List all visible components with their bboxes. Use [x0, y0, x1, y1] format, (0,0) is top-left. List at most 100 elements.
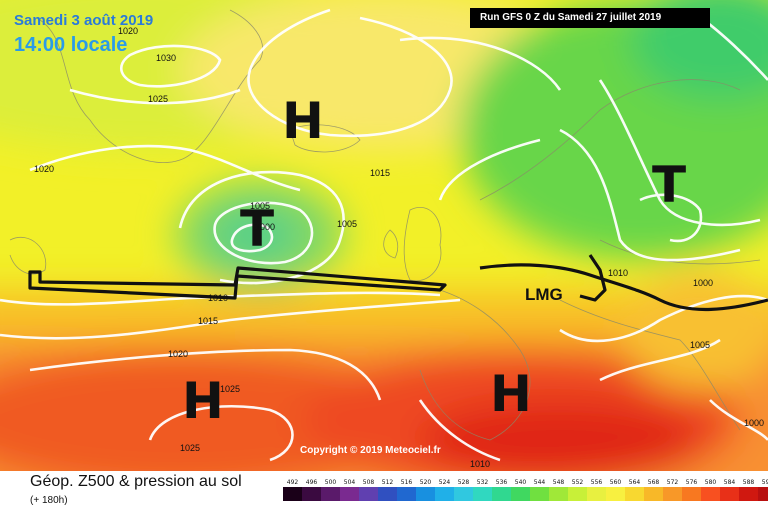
scale-swatch [397, 487, 416, 501]
scale-swatch [549, 487, 568, 501]
scale-cell: 576 [682, 479, 701, 501]
copyright-text: Copyright © 2019 Meteociel.fr [300, 445, 441, 456]
scale-cell: 512 [378, 479, 397, 501]
front-annotation-label: LMG [525, 285, 563, 304]
scale-cell: 584 [720, 479, 739, 501]
scale-value-label: 592 [761, 479, 768, 486]
scale-swatch [644, 487, 663, 501]
scale-cell: 560 [606, 479, 625, 501]
high-pressure-label: H [282, 92, 324, 150]
isobar-label: 1020 [168, 349, 189, 359]
isobar-label: 1020 [34, 164, 55, 174]
scale-cell: 524 [435, 479, 454, 501]
forecast-lead-time: (+ 180h) [30, 495, 68, 506]
scale-swatch [720, 487, 739, 501]
map-title: Géop. Z500 & pression au sol [30, 473, 242, 490]
high-pressure-label: H [490, 365, 532, 423]
scale-cell: 580 [701, 479, 720, 501]
isobar-label: 1010 [470, 459, 491, 469]
isobar-label: 1010 [208, 293, 229, 303]
scale-swatch [663, 487, 682, 501]
scale-swatch [758, 487, 768, 501]
scale-swatch [454, 487, 473, 501]
scale-swatch [359, 487, 378, 501]
scale-value-label: 500 [324, 479, 337, 486]
forecast-local-time: 14:00 locale [14, 34, 128, 56]
scale-swatch [530, 487, 549, 501]
scale-cell: 572 [663, 479, 682, 501]
scale-cell: 516 [397, 479, 416, 501]
scale-swatch [606, 487, 625, 501]
low-pressure-label: T [652, 156, 687, 214]
scale-cell: 508 [359, 479, 378, 501]
scale-swatch [739, 487, 758, 501]
scale-value-label: 556 [590, 479, 603, 486]
scale-value-label: 504 [343, 479, 356, 486]
scale-cell: 588 [739, 479, 758, 501]
scale-value-label: 544 [533, 479, 546, 486]
scale-swatch [378, 487, 397, 501]
scale-swatch [682, 487, 701, 501]
isobar-label: 1010 [608, 268, 629, 278]
isobar-label: 1025 [148, 94, 169, 104]
scale-cell: 544 [530, 479, 549, 501]
scale-cell: 528 [454, 479, 473, 501]
scale-cell: 540 [511, 479, 530, 501]
scale-cell: 492 [283, 479, 302, 501]
scale-value-label: 560 [609, 479, 622, 486]
scale-swatch [416, 487, 435, 501]
scale-swatch [473, 487, 492, 501]
scale-cell: 520 [416, 479, 435, 501]
scale-value-label: 528 [457, 479, 470, 486]
scale-value-label: 540 [514, 479, 527, 486]
scale-cell: 556 [587, 479, 606, 501]
scale-value-label: 524 [438, 479, 451, 486]
scale-value-label: 564 [628, 479, 641, 486]
scale-cell: 548 [549, 479, 568, 501]
scale-value-label: 552 [571, 479, 584, 486]
isobar-label: 1005 [337, 219, 358, 229]
scale-cell: 564 [625, 479, 644, 501]
scale-value-label: 508 [362, 479, 375, 486]
scale-cell: 532 [473, 479, 492, 501]
forecast-date: Samedi 3 août 2019 [14, 12, 154, 29]
low-pressure-label: T [240, 200, 275, 258]
isobar-label: 1005 [690, 340, 711, 350]
scale-cell: 500 [321, 479, 340, 501]
scale-swatch [321, 487, 340, 501]
scale-value-label: 516 [400, 479, 413, 486]
isobar-label: 1020 [118, 26, 139, 36]
scale-value-label: 496 [305, 479, 318, 486]
scale-swatch [340, 487, 359, 501]
isobar-label: 1015 [198, 316, 219, 326]
scale-value-label: 532 [476, 479, 489, 486]
scale-swatch [701, 487, 720, 501]
isobar-label: 1005 [250, 201, 271, 211]
scale-value-label: 572 [666, 479, 679, 486]
scale-swatch [511, 487, 530, 501]
scale-value-label: 568 [647, 479, 660, 486]
scale-value-label: 492 [286, 479, 299, 486]
isobar-label: 1025 [180, 443, 201, 453]
isobar-label: 1030 [156, 53, 177, 63]
scale-swatch [435, 487, 454, 501]
scale-cell: 536 [492, 479, 511, 501]
scale-value-label: 520 [419, 479, 432, 486]
scale-swatch [587, 487, 606, 501]
scale-cell: 592 [758, 479, 768, 501]
isobar-label: 1000 [255, 222, 276, 232]
model-run-info: Run GFS 0 Z du Samedi 27 juillet 2019 [470, 8, 710, 28]
scale-cell: 504 [340, 479, 359, 501]
isobar-label: 1015 [370, 168, 391, 178]
forecast-map [0, 0, 768, 471]
scale-value-label: 548 [552, 479, 565, 486]
scale-swatch [492, 487, 511, 501]
isobar-label: 1025 [220, 384, 241, 394]
scale-value-label: 576 [685, 479, 698, 486]
scale-swatch [568, 487, 587, 501]
scale-cell: 552 [568, 479, 587, 501]
color-scale: 492 496 500 504 508 512 516 520 524 528 532 536 540 5… [283, 479, 768, 501]
scale-cell: 496 [302, 479, 321, 501]
scale-value-label: 588 [742, 479, 755, 486]
